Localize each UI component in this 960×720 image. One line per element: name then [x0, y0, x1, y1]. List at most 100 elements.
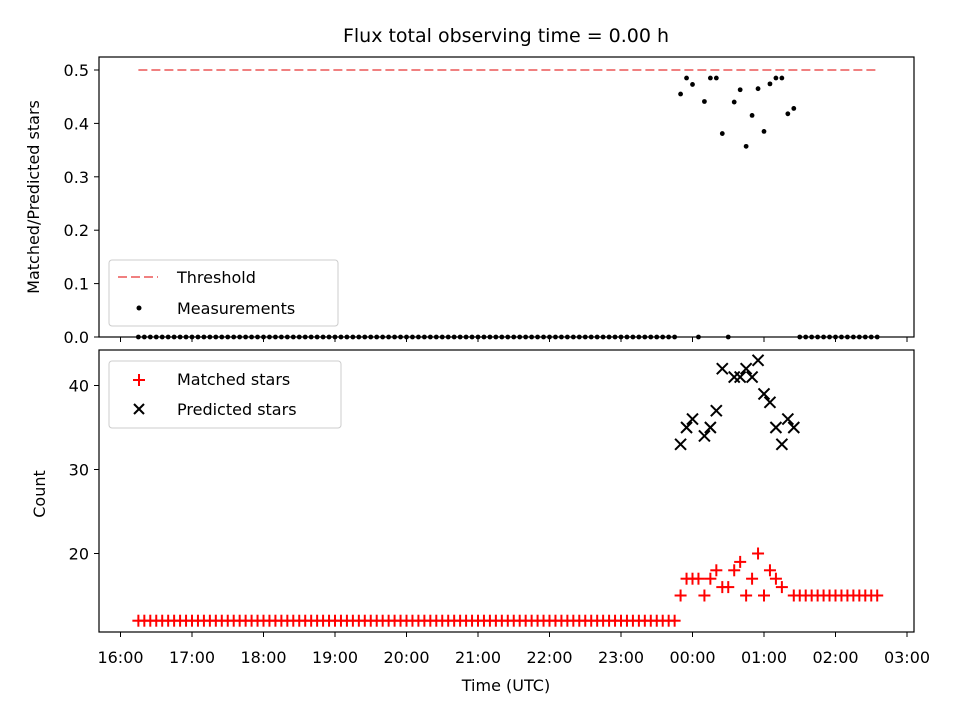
measurement-point [642, 334, 648, 340]
legend-measurements-label: Measurements [177, 299, 295, 318]
chart-title: Flux total observing time = 0.00 h [343, 25, 669, 47]
measurement-point [159, 334, 165, 340]
bottom-legend-box [108, 360, 342, 429]
measurement-point [219, 334, 225, 340]
predicted-star-point [733, 370, 747, 384]
measurement-point [374, 334, 380, 340]
matched-star-point [728, 564, 741, 577]
measurement-point [362, 334, 368, 340]
measurement-point [785, 111, 791, 117]
measurement-point [243, 334, 249, 340]
measurement-point [249, 334, 254, 340]
top-y-ticks: 0.0 0.1 0.2 0.3 0.4 0.5 [64, 61, 99, 347]
measurement-point [463, 334, 469, 340]
matched-star-point [692, 572, 705, 585]
bottom-axes-frame [98, 349, 915, 633]
predicted-star-point [745, 370, 759, 384]
matched-star-point [775, 581, 788, 594]
measurement-point [523, 334, 529, 340]
matched-star-point [752, 547, 765, 560]
measurement-point [755, 86, 761, 92]
bottom-x-tick-label: 02:00 [812, 648, 858, 667]
measurement-points [135, 75, 880, 340]
measurement-point [648, 334, 654, 340]
measurement-point [493, 334, 499, 340]
measurement-point [237, 334, 243, 340]
x-axis-label: Time (UTC) [461, 676, 550, 695]
measurement-point [547, 334, 552, 340]
measurement-point [481, 334, 487, 340]
top-legend: Threshold Measurements [108, 259, 339, 327]
measurement-point [368, 334, 374, 340]
measurement-point [165, 334, 171, 340]
bottom-y-tick-label: 30 [69, 461, 89, 480]
measurement-point [737, 87, 743, 93]
measurement-point [559, 334, 564, 340]
measurement-point [475, 334, 481, 340]
predicted-star-point [704, 421, 717, 434]
measurement-point [517, 334, 523, 340]
measurement-point [624, 334, 630, 340]
predicted-star-point [674, 438, 687, 451]
measurement-point [273, 334, 278, 340]
measurement-point [302, 334, 308, 340]
measurement-point [535, 334, 540, 340]
measurement-point [845, 334, 850, 340]
measurement-point [344, 334, 350, 340]
matched-star-point [698, 589, 711, 602]
bottom-x-ticks: 16:00 17:00 18:00 19:00 20:00 21:00 22:00 23:00… [97, 632, 930, 667]
legend-predicted-label: Predicted stars [177, 400, 297, 419]
bottom-y-tick-label: 20 [69, 545, 89, 564]
predicted-star-point [757, 387, 771, 401]
measurement-point [529, 334, 535, 340]
predicted-star-point [728, 370, 741, 384]
legend-matched-label: Matched stars [177, 370, 290, 389]
bottom-x-tick-label: 00:00 [669, 648, 715, 667]
measurement-point [201, 334, 207, 340]
top-panel: Flux total observing time = 0.00 h 0.00.… [24, 25, 915, 347]
predicted-star-point [769, 421, 783, 434]
measurement-point [469, 334, 475, 340]
measurement-point [338, 334, 344, 340]
measurement-point [672, 334, 678, 340]
matched-star-point [758, 589, 770, 602]
measurement-point [278, 334, 284, 340]
predicted-star-point [739, 362, 753, 375]
measurement-point [505, 334, 511, 340]
measurement-point [588, 334, 594, 340]
measurement-point [326, 334, 332, 340]
measurement-point [779, 75, 785, 81]
measurement-point [433, 334, 439, 340]
measurement-point [141, 334, 147, 340]
bottom-panel: 20 30 40 16:00 17:00 18:00 19:00 20:00 21:00 22:… [30, 349, 930, 695]
measurement-point [427, 334, 433, 340]
measurement-point [678, 91, 683, 97]
measurement-point [398, 334, 403, 340]
measurement-point [267, 334, 272, 340]
matched-stars-points [132, 547, 884, 627]
measurement-point [767, 81, 773, 87]
measurement-point [231, 334, 237, 340]
measurement-point [582, 334, 588, 340]
bottom-x-tick-label: 19:00 [312, 648, 358, 667]
matched-star-point [740, 589, 753, 602]
measurement-point [290, 334, 296, 340]
measurement-point [707, 75, 713, 81]
measurement-point [308, 334, 314, 340]
measurement-point [654, 334, 660, 340]
measurement-point [553, 334, 558, 340]
legend-matched-swatch [133, 374, 145, 386]
measurement-point [594, 334, 600, 340]
measurement-point [731, 99, 737, 105]
matched-star-point [763, 564, 776, 577]
top-y-axis-label: Matched/Predicted stars [24, 100, 43, 294]
bottom-x-tick-label: 20:00 [383, 648, 429, 667]
measurement-point [606, 334, 612, 340]
predicted-star-point [775, 438, 789, 451]
measurement-point [636, 334, 642, 340]
measurement-point [225, 334, 231, 340]
predicted-star-point [763, 396, 777, 409]
measurement-point [332, 334, 338, 340]
measurement-point [630, 334, 636, 340]
